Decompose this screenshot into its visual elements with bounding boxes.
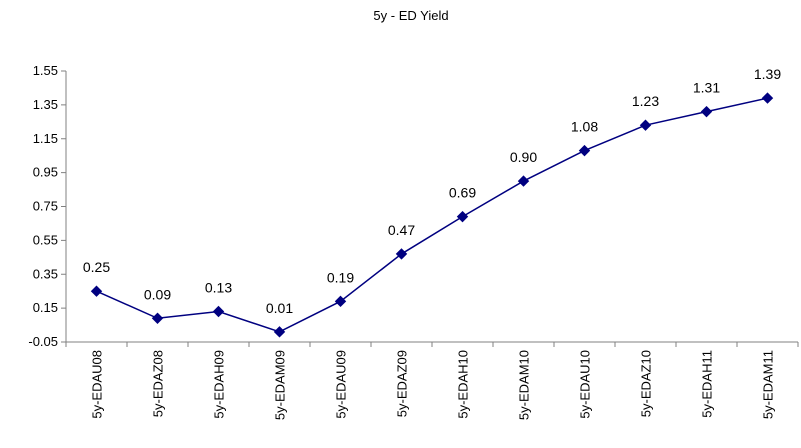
data-point bbox=[90, 285, 103, 297]
data-label: 1.08 bbox=[571, 119, 598, 135]
data-label: 0.09 bbox=[144, 286, 171, 302]
data-label: 0.25 bbox=[83, 259, 110, 275]
data-point bbox=[395, 248, 408, 260]
x-tick-label: 5y-EDAZ09 bbox=[395, 350, 410, 417]
data-label: 0.69 bbox=[449, 185, 476, 201]
y-tick-label: 0.15 bbox=[33, 300, 58, 315]
data-label: 0.47 bbox=[388, 222, 415, 238]
data-label: 0.13 bbox=[205, 280, 232, 296]
x-tick-label: 5y-EDAZ08 bbox=[151, 350, 166, 417]
labels-group: 0.25 0.09 0.13 0.01 0.19 0.47 0.69 0.90 1.08 1.23… bbox=[83, 66, 781, 316]
data-point bbox=[456, 210, 469, 223]
x-tick-label: 5y-EDAM11 bbox=[761, 350, 776, 419]
x-tick-label: 5y-EDAM09 bbox=[273, 350, 288, 420]
data-point bbox=[761, 92, 774, 104]
data-label: 1.23 bbox=[632, 93, 659, 109]
y-tick-label: 0.35 bbox=[33, 266, 58, 281]
data-point bbox=[639, 119, 652, 131]
y-tick-label: 1.55 bbox=[33, 63, 58, 78]
x-tick-label: 5y-EDAH11 bbox=[700, 350, 715, 418]
x-tick-label: 5y-EDAU08 bbox=[90, 350, 105, 419]
data-point bbox=[151, 312, 164, 324]
x-tick-label: 5y-EDAH10 bbox=[456, 350, 471, 419]
data-point bbox=[700, 105, 713, 118]
data-label: 1.39 bbox=[754, 66, 781, 82]
data-point bbox=[212, 305, 225, 318]
series-line bbox=[96, 97, 768, 333]
y-tick-label: 0.55 bbox=[33, 232, 58, 247]
y-tick-label: -0.05 bbox=[28, 334, 58, 349]
x-tick-label: 5y-EDAU09 bbox=[334, 350, 349, 419]
x-tick-label: 5y-EDAU10 bbox=[578, 350, 593, 419]
data-point bbox=[578, 144, 591, 157]
x-tick-label: 5y-EDAM10 bbox=[517, 350, 532, 420]
y-tick-label: 1.15 bbox=[33, 131, 58, 146]
data-label: 0.19 bbox=[327, 269, 354, 285]
axes-group: 1.55 1.35 1.15 0.95 0.75 0.55 0.35 0.15 -0.05 5y-… bbox=[28, 63, 799, 420]
x-tick-label: 5y-EDAZ10 bbox=[639, 350, 654, 417]
chart-title: 5y - ED Yield bbox=[373, 8, 448, 23]
data-point bbox=[273, 326, 286, 338]
x-tick-label: 5y-EDAH09 bbox=[212, 350, 227, 419]
y-tick-label: 1.35 bbox=[33, 97, 58, 112]
series-group bbox=[90, 92, 774, 338]
data-label: 1.31 bbox=[693, 80, 720, 96]
data-label: 0.90 bbox=[510, 149, 537, 165]
data-point bbox=[517, 175, 530, 187]
y-tick-label: 0.75 bbox=[33, 199, 58, 214]
data-label: 0.01 bbox=[266, 300, 293, 316]
data-point bbox=[334, 295, 347, 308]
y-tick-label: 0.95 bbox=[33, 165, 58, 180]
